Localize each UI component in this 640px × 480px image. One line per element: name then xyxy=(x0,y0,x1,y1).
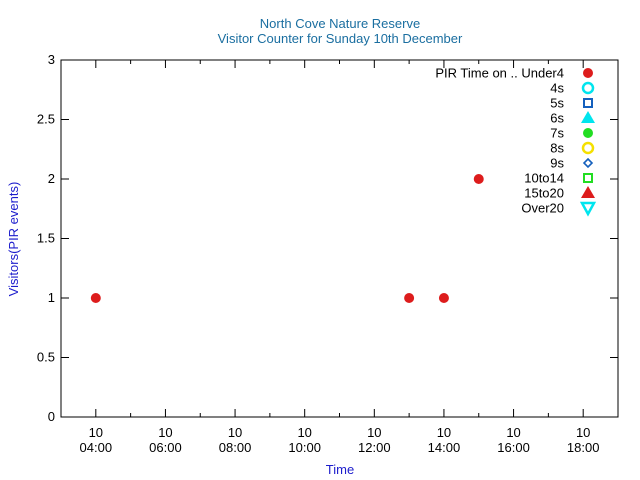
legend: PIR Time on .. Under44s5s6s7s8s9s10to141… xyxy=(435,66,597,217)
x-axis: 1004:001006:001008:001010:001012:001014:… xyxy=(60,60,619,455)
x-axis-label: Time xyxy=(326,462,354,477)
y-tick-label: 0.5 xyxy=(37,350,55,365)
chart-title: North Cove Nature Reserve xyxy=(260,16,420,31)
y-tick-label: 0 xyxy=(48,409,55,424)
legend-label: 5s xyxy=(550,96,564,111)
x-tick-label-top: 10 xyxy=(367,425,381,440)
legend-label: 9s xyxy=(550,156,564,171)
x-tick-label-bottom: 18:00 xyxy=(567,440,600,455)
x-tick-label-top: 10 xyxy=(89,425,103,440)
legend-label: Over20 xyxy=(521,201,564,216)
x-tick-label-bottom: 08:00 xyxy=(219,440,252,455)
legend-marker xyxy=(583,68,593,78)
legend-label: PIR Time on .. Under4 xyxy=(435,66,564,81)
legend-label: 4s xyxy=(550,81,564,96)
y-tick-label: 2 xyxy=(48,171,55,186)
legend-marker xyxy=(579,201,597,217)
legend-marker xyxy=(581,81,595,95)
y-tick-label: 2.5 xyxy=(37,112,55,127)
legend-marker xyxy=(583,98,593,108)
legend-label: 10to14 xyxy=(524,171,564,186)
x-tick-label-top: 10 xyxy=(576,425,590,440)
data-point xyxy=(90,293,101,303)
y-tick-label: 1 xyxy=(48,290,55,305)
x-tick-label-bottom: 12:00 xyxy=(358,440,391,455)
x-tick-label-top: 10 xyxy=(228,425,242,440)
x-tick-label-bottom: 14:00 xyxy=(428,440,461,455)
x-tick-label-top: 10 xyxy=(158,425,172,440)
legend-marker xyxy=(581,141,595,155)
legend-marker xyxy=(582,157,594,169)
legend-label: 15to20 xyxy=(524,186,564,201)
x-tick-label-top: 10 xyxy=(437,425,451,440)
x-tick-label-top: 10 xyxy=(297,425,311,440)
legend-marker xyxy=(581,186,595,198)
x-tick-label-bottom: 10:00 xyxy=(288,440,321,455)
x-tick-label-top: 10 xyxy=(506,425,520,440)
legend-marker xyxy=(583,128,593,138)
y-tick-label: 1.5 xyxy=(37,231,55,246)
x-tick-label-bottom: 04:00 xyxy=(80,440,113,455)
legend-marker xyxy=(581,111,595,123)
plot-area-frame xyxy=(60,59,619,418)
legend-label: 7s xyxy=(550,126,564,141)
x-tick-label-bottom: 06:00 xyxy=(149,440,182,455)
y-tick-label: 3 xyxy=(48,52,55,67)
data-point xyxy=(438,293,449,303)
legend-label: 6s xyxy=(550,111,564,126)
legend-label: 8s xyxy=(550,141,564,156)
y-axis-label: Visitors(PIR events) xyxy=(6,182,21,297)
data-points xyxy=(90,174,484,303)
data-point xyxy=(473,174,484,184)
x-tick-label-bottom: 16:00 xyxy=(497,440,530,455)
chart-subtitle: Visitor Counter for Sunday 10th December xyxy=(218,31,463,46)
y-axis: 0 0.5 1 1.5 2 2.5 3 xyxy=(37,52,618,424)
data-point xyxy=(404,293,415,303)
legend-marker xyxy=(583,173,593,183)
